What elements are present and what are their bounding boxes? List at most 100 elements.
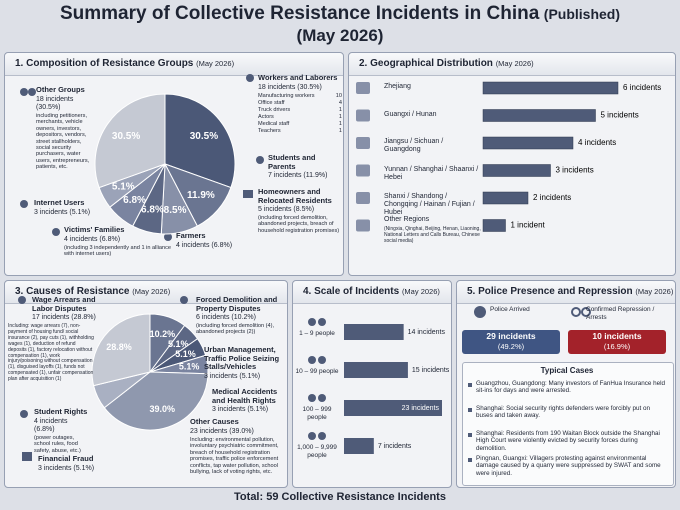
icon xyxy=(474,306,486,318)
case: Shanghai: Residents from 190 Waitan Bloc… xyxy=(476,430,660,452)
item-note: Including: wage arrears (7), non-payment… xyxy=(8,323,94,383)
bar xyxy=(344,438,374,454)
case: Guangzhou, Guangdong: Many investors of … xyxy=(476,380,666,395)
item-count: 6 incidents (10.2%) xyxy=(196,314,256,321)
bar-label: 3 incidents xyxy=(556,166,594,175)
cases-box xyxy=(462,362,674,486)
stat-share: (16.9%) xyxy=(603,342,631,351)
pie-slice xyxy=(94,93,166,189)
item-name: Farmers xyxy=(176,231,206,240)
title-block: Summary of Collective Resistance Inciden… xyxy=(0,3,680,47)
item-count: 3 incidents (5.1%) xyxy=(34,209,91,216)
item-name: Other Groups xyxy=(36,85,85,94)
slice-label: 5.1% xyxy=(168,339,189,349)
bar xyxy=(344,362,408,378)
region-icon xyxy=(356,192,370,204)
title: Summary of Collective Resistance Inciden… xyxy=(59,3,540,24)
breakdown-value: 1 xyxy=(338,107,342,113)
item-count: 4 incidents (6.8%) xyxy=(64,236,121,243)
bar xyxy=(482,136,574,150)
region-name: Yunnan / Shanghai / Shaanxi / Hebei xyxy=(384,165,479,181)
item-name: Financial Fraud xyxy=(38,454,94,463)
bar-label: 2 incidents xyxy=(533,193,571,202)
item-count: 23 incidents (39.0%) xyxy=(190,428,254,435)
region-icon xyxy=(356,82,370,94)
region-name: Shanxi / Shandong / Chongqing / Hainan /… xyxy=(384,193,475,216)
panel-header: 4. Scale of Incidents (May 2026) xyxy=(293,281,451,304)
case: Pingnan, Guangxi: Villagers protesting a… xyxy=(476,455,661,477)
slice-label: 6.8% xyxy=(123,195,146,206)
bullet xyxy=(468,383,472,387)
item-note: (including 3 independently and 1 in alli… xyxy=(64,245,171,258)
item-count: 17 incidents (28.8%) xyxy=(32,314,96,321)
item-name: Urban Management, Traffic Police Seizing… xyxy=(204,345,280,371)
slice-label: 6.8% xyxy=(141,205,164,216)
slice-label: 10.2% xyxy=(150,329,176,339)
slice-label: 5.1% xyxy=(112,182,135,193)
slice-label: 11.9% xyxy=(187,190,215,201)
icon xyxy=(180,296,188,304)
stat-share: (49.2%) xyxy=(497,342,525,351)
pie-slice xyxy=(91,313,151,387)
icon xyxy=(246,74,254,82)
people-icon xyxy=(318,394,326,402)
heading: 5. Police Presence and Repression xyxy=(467,286,633,297)
people-icon xyxy=(308,318,316,326)
item-count: 4 incidents (6.8%) xyxy=(176,242,233,249)
region-icon xyxy=(356,219,370,232)
people-icon xyxy=(308,394,316,402)
bar-label: 6 incidents xyxy=(623,83,661,92)
item-name: Workers and Laborers xyxy=(258,73,338,82)
heading: 4. Scale of Incidents xyxy=(303,286,400,297)
item-note: (power outages, school rules, food safet… xyxy=(34,435,81,454)
heading: 1. Composition of Resistance Groups xyxy=(15,58,194,69)
region-name: Guangxi / Hunan xyxy=(384,110,437,118)
stat-count: 10 incidents xyxy=(592,331,642,341)
scale-label: 10 – 99 people xyxy=(295,368,339,375)
icon xyxy=(256,156,264,164)
bar-label: 5 incidents xyxy=(601,111,639,120)
breakdown-value: 1 xyxy=(338,121,342,127)
heading-date: (May 2026) xyxy=(132,287,171,296)
people-icon xyxy=(318,432,326,440)
item-count: 3 incidents (5.1%) xyxy=(212,406,269,413)
slice-label: 8.5% xyxy=(164,205,187,216)
breakdown-value: 4 xyxy=(338,100,342,106)
breakdown-label: Medical staff xyxy=(258,121,290,127)
breakdown-label: Manufacturing workers xyxy=(258,93,315,99)
icon xyxy=(52,228,60,236)
slice-label: 30.5% xyxy=(112,131,140,142)
slice-label: 28.8% xyxy=(106,342,132,352)
item-name: Students and Parents xyxy=(268,153,316,171)
icon xyxy=(164,233,172,241)
heading-date: (May 2026) xyxy=(401,287,440,296)
bar-label: 14 incidents xyxy=(408,329,446,336)
region-icon xyxy=(356,164,370,177)
bar-label: 15 incidents xyxy=(412,367,450,374)
panel-header: 5. Police Presence and Repression (May 2… xyxy=(457,281,675,304)
icon xyxy=(243,190,253,198)
panel-header: 1. Composition of Resistance Groups (May… xyxy=(5,53,343,76)
pie-slice xyxy=(103,371,209,431)
status: (Published) xyxy=(543,6,621,22)
people-icon xyxy=(308,356,316,364)
pie-slice xyxy=(164,93,236,189)
icon xyxy=(28,88,36,96)
breakdown-label: Truck drivers xyxy=(258,107,291,113)
icon xyxy=(22,452,32,461)
icons xyxy=(18,74,591,461)
title-date: (May 2026) xyxy=(296,26,384,45)
item-name: Student Rights xyxy=(34,407,88,416)
breakdown-label: Office staff xyxy=(258,100,285,106)
item-count: 7 incidents (11.9%) xyxy=(268,172,328,179)
item-name: Internet Users xyxy=(34,198,85,207)
stat-label: Confirmed Repression / Arrests xyxy=(586,306,655,321)
icon xyxy=(20,410,28,418)
item-note: (including forced demolition (4), abando… xyxy=(196,323,275,336)
slice-label: 30.5% xyxy=(190,131,218,142)
region-icon xyxy=(356,137,370,149)
item-name: Wage Arrears and Labor Disputes xyxy=(32,295,96,313)
bar xyxy=(482,164,551,177)
